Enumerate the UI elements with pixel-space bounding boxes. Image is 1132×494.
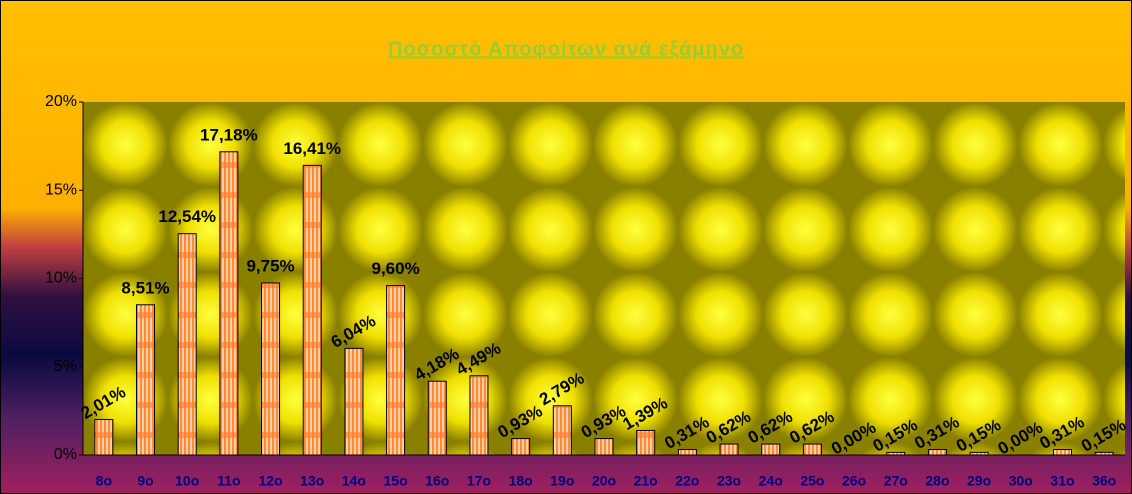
x-tick-label: 25ο bbox=[800, 473, 824, 489]
bar bbox=[802, 443, 822, 456]
x-tick-label: 8ο bbox=[96, 473, 112, 489]
x-tick-label: 20ο bbox=[592, 473, 616, 489]
bar bbox=[177, 233, 197, 456]
x-tick-label: 18ο bbox=[509, 473, 533, 489]
x-tick-label: 24ο bbox=[759, 473, 783, 489]
bar bbox=[927, 449, 947, 456]
x-tick-label: 19ο bbox=[550, 473, 574, 489]
bar bbox=[1094, 451, 1114, 456]
data-label: 17,18% bbox=[200, 125, 258, 144]
bar bbox=[427, 380, 447, 456]
y-tick-label: 10% bbox=[45, 270, 77, 287]
data-label: 9,75% bbox=[246, 256, 294, 275]
x-tick-label: 12ο bbox=[258, 473, 282, 489]
bar bbox=[94, 419, 114, 456]
bar bbox=[469, 375, 489, 456]
bar bbox=[594, 438, 614, 456]
bar bbox=[677, 449, 697, 456]
y-tick-label: 15% bbox=[45, 181, 77, 198]
x-tick-label: 28ο bbox=[925, 473, 949, 489]
x-tick-label: 27ο bbox=[884, 473, 908, 489]
x-tick-label: 22ο bbox=[675, 473, 699, 489]
x-tick-label: 10ο bbox=[175, 473, 199, 489]
y-tick-label: 5% bbox=[54, 358, 77, 375]
bar bbox=[511, 438, 531, 456]
y-tick-label: 0% bbox=[54, 446, 77, 463]
x-tick-label: 15ο bbox=[384, 473, 408, 489]
x-tick-label: 21ο bbox=[634, 473, 658, 489]
x-tick-label: 23ο bbox=[717, 473, 741, 489]
x-tick-label: 29ο bbox=[967, 473, 991, 489]
bar bbox=[886, 451, 906, 456]
x-tick-label: 13ο bbox=[300, 473, 324, 489]
bar bbox=[636, 429, 656, 456]
bar bbox=[386, 285, 406, 456]
bar bbox=[136, 304, 156, 456]
x-tick-label: 11ο bbox=[217, 473, 240, 489]
data-label: 12,54% bbox=[158, 207, 216, 226]
plot-area bbox=[83, 102, 1125, 455]
data-label: 9,60% bbox=[371, 259, 419, 278]
x-tick-label: 26ο bbox=[842, 473, 866, 489]
y-tick-label: 20% bbox=[45, 93, 77, 110]
x-tick-label: 16ο bbox=[425, 473, 449, 489]
bar bbox=[219, 151, 239, 456]
x-tick-label: 31ο bbox=[1050, 473, 1074, 489]
bar bbox=[969, 451, 989, 456]
x-tick-label: 30ο bbox=[1009, 473, 1033, 489]
bar bbox=[719, 443, 739, 456]
chart-title: Ποσοστό Αποφοίτων ανά εξάμηνο bbox=[388, 38, 744, 60]
x-tick-label: 9ο bbox=[137, 473, 153, 489]
x-tick-label: 14ο bbox=[342, 473, 366, 489]
x-tick-label: 36ο bbox=[1092, 473, 1116, 489]
bar bbox=[302, 164, 322, 456]
bar bbox=[552, 405, 572, 456]
data-label: 16,41% bbox=[283, 139, 341, 158]
bar bbox=[261, 282, 281, 456]
bar bbox=[1052, 449, 1072, 456]
x-tick-label: 17ο bbox=[467, 473, 491, 489]
data-label: 8,51% bbox=[121, 278, 169, 297]
bar bbox=[761, 443, 781, 456]
bar bbox=[344, 347, 364, 456]
